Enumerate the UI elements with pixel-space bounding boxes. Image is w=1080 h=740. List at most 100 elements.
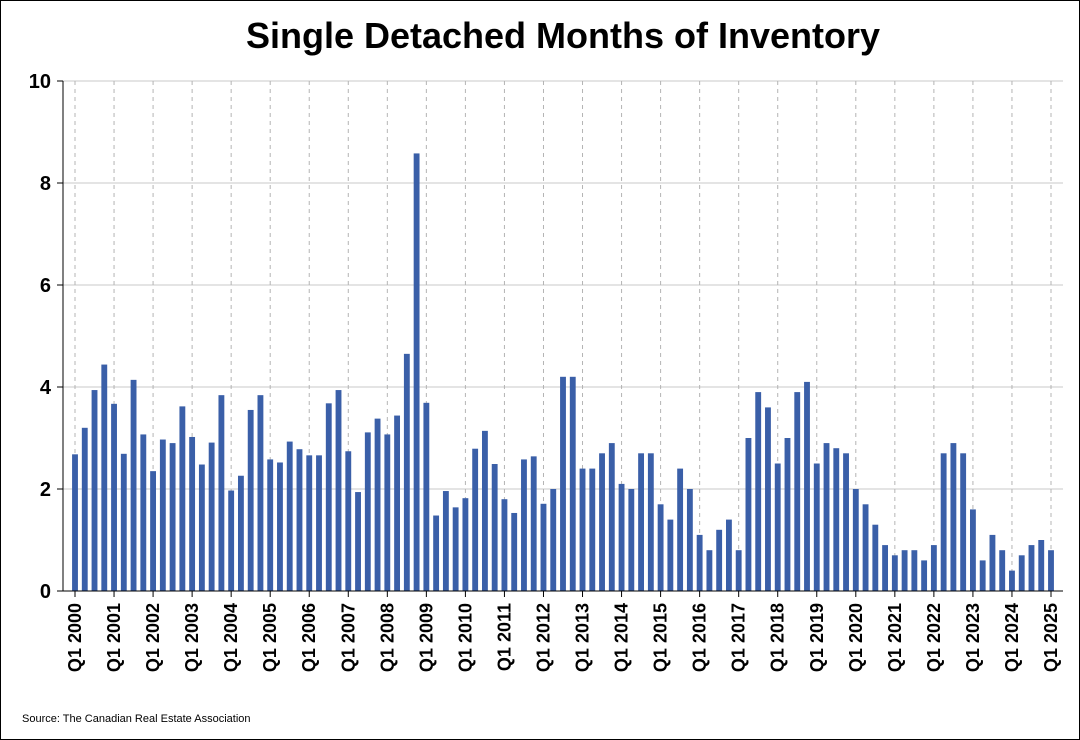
bar xyxy=(169,443,176,591)
bar xyxy=(706,550,713,591)
source-note: Source: The Canadian Real Estate Associa… xyxy=(22,713,251,725)
bar xyxy=(442,491,449,591)
bar xyxy=(930,545,937,591)
bar xyxy=(804,381,810,591)
bar xyxy=(735,550,742,591)
x-tick-label: Q1 2021 xyxy=(885,603,905,672)
bar xyxy=(979,560,986,591)
chart-title: Single Detached Months of Inventory xyxy=(245,15,881,56)
x-tick-label: Q1 2011 xyxy=(494,603,514,671)
bar xyxy=(394,415,401,591)
bar xyxy=(345,451,352,591)
bar xyxy=(208,442,215,591)
bar xyxy=(364,432,371,591)
bar xyxy=(72,454,78,591)
bar xyxy=(872,524,879,591)
bar xyxy=(101,364,108,591)
bar xyxy=(228,490,235,591)
bar xyxy=(852,489,859,591)
bar xyxy=(423,402,430,591)
bar xyxy=(413,153,420,592)
bar xyxy=(725,519,732,591)
bar xyxy=(452,507,459,591)
bar xyxy=(657,504,664,591)
bar xyxy=(374,418,381,591)
x-tick-label: Q1 2025 xyxy=(1041,603,1061,672)
bar xyxy=(599,453,605,591)
bar xyxy=(667,519,674,591)
x-tick-label: Q1 2023 xyxy=(963,603,983,672)
bar xyxy=(891,555,898,591)
y-tick-label: 4 xyxy=(40,377,52,399)
bar xyxy=(784,438,791,591)
bars xyxy=(72,153,1054,592)
x-tick-labels: Q1 2000 Q1 2001 Q1 2002 Q1 2003 Q1 2004 Q1 20… xyxy=(65,603,1061,672)
bar xyxy=(120,453,127,591)
bar xyxy=(237,475,244,591)
bar xyxy=(560,376,566,591)
bar xyxy=(1048,550,1054,591)
y-tick-labels: 0 2 4 6 8 10 xyxy=(29,71,52,603)
bar xyxy=(569,376,576,591)
x-tick-label: Q1 2006 xyxy=(299,603,319,672)
bar xyxy=(882,545,889,591)
x-tick-label: Q1 2020 xyxy=(846,603,866,672)
bar xyxy=(355,492,361,591)
bar xyxy=(335,390,342,591)
x-tick-label: Q1 2000 xyxy=(65,603,85,672)
x-tick-label: Q1 2002 xyxy=(143,603,163,672)
y-tick-label: 0 xyxy=(40,581,51,603)
bar xyxy=(257,395,264,591)
bar xyxy=(999,550,1006,591)
bar xyxy=(501,499,508,591)
bar xyxy=(198,464,205,591)
bar xyxy=(286,441,293,591)
bar xyxy=(130,379,137,591)
bar xyxy=(462,498,469,591)
x-tick-label: Q1 2018 xyxy=(768,603,788,672)
bar xyxy=(277,462,283,591)
bar xyxy=(794,392,801,591)
bar xyxy=(1018,555,1025,591)
x-tick-label: Q1 2016 xyxy=(690,603,710,672)
x-tick-label: Q1 2019 xyxy=(807,603,827,672)
x-tick-label: Q1 2012 xyxy=(533,603,553,672)
bar xyxy=(618,483,625,591)
bar xyxy=(550,489,557,591)
x-tick-label: Q1 2004 xyxy=(221,603,241,672)
bar xyxy=(989,534,996,591)
bar xyxy=(511,512,518,591)
bar xyxy=(921,560,928,591)
bar xyxy=(491,464,498,591)
x-tick-label: Q1 2015 xyxy=(651,603,671,672)
bar xyxy=(316,455,322,591)
bar xyxy=(716,529,723,591)
bar xyxy=(247,409,254,591)
bar xyxy=(628,489,635,591)
bar xyxy=(755,392,762,591)
bar xyxy=(579,468,586,591)
x-tick-label: Q1 2014 xyxy=(612,603,632,672)
bar xyxy=(686,489,693,591)
bar xyxy=(960,453,967,591)
bar xyxy=(696,534,703,591)
bar xyxy=(150,471,157,591)
bar xyxy=(81,427,88,591)
bar xyxy=(823,443,830,591)
bar xyxy=(296,449,303,591)
bar xyxy=(218,395,225,591)
y-tick-label: 10 xyxy=(29,71,51,93)
bar xyxy=(433,515,440,591)
x-tick-label: Q1 2007 xyxy=(338,603,358,672)
y-tick-label: 8 xyxy=(40,173,51,195)
bar xyxy=(647,453,654,591)
x-tick-label: Q1 2013 xyxy=(573,603,593,672)
bar xyxy=(325,403,332,591)
bar xyxy=(813,463,820,591)
bar xyxy=(843,453,849,591)
bar xyxy=(969,509,976,591)
bar xyxy=(745,438,752,591)
bar xyxy=(159,439,166,591)
